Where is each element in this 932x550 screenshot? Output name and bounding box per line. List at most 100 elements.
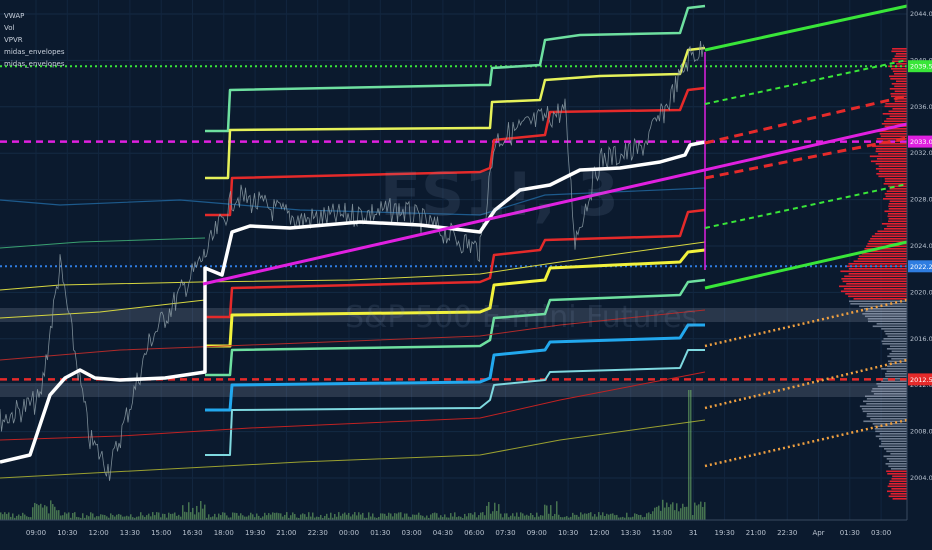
volume-bar — [362, 512, 364, 520]
volume-bar — [344, 512, 346, 520]
volume-profile-bar — [884, 448, 907, 450]
volume-bar — [628, 517, 630, 520]
volume-bar — [222, 512, 224, 520]
volume-bar — [144, 516, 146, 520]
volume-profile-bar — [886, 190, 907, 193]
volume-profile-bar — [888, 205, 907, 208]
volume-bar — [32, 507, 34, 520]
volume-bar — [136, 516, 138, 520]
volume-bar — [466, 516, 468, 520]
volume-profile-bar — [892, 108, 907, 110]
volume-bar — [82, 513, 84, 520]
volume-profile-bar — [870, 160, 907, 163]
volume-bar — [500, 513, 502, 520]
volume-bar — [148, 513, 150, 520]
volume-bar — [402, 517, 404, 520]
red-dash-upper — [704, 94, 908, 145]
volume-bar — [324, 515, 326, 520]
green-channel-lower — [704, 240, 908, 290]
volume-bar — [236, 513, 238, 520]
volume-profile-bar — [876, 138, 907, 140]
volume-bar — [610, 513, 612, 520]
volume-bar — [410, 517, 412, 520]
volume-profile-bar — [884, 128, 907, 130]
envelope-thin-blue — [0, 187, 706, 216]
volume-bar — [202, 508, 204, 520]
volume-profile-bar — [889, 88, 907, 90]
volume-profile-bar — [885, 375, 907, 378]
volume-bar — [684, 506, 686, 520]
volume-profile-bar — [887, 360, 907, 363]
volume-profile-bar — [884, 193, 907, 195]
legend-item-midas-2[interactable]: midas_envelopes — [4, 60, 65, 68]
volume-profile-bar — [892, 58, 907, 60]
volume-profile-bar — [888, 110, 907, 113]
volume-bar — [298, 517, 300, 520]
volume-bar — [182, 505, 184, 520]
volume-bar — [692, 515, 694, 520]
volume-bar — [432, 513, 434, 520]
volume-profile-bar — [840, 290, 907, 293]
volume-bar — [434, 512, 436, 520]
volume-profile-bar — [878, 175, 907, 178]
volume-profile-bar — [865, 395, 907, 398]
volume-bar — [96, 516, 98, 520]
volume-bar — [266, 515, 268, 520]
volume-bar — [128, 516, 130, 520]
volume-bar — [170, 513, 172, 520]
volume-bar — [288, 517, 290, 520]
legend-item-vpvr[interactable]: VPVR — [4, 36, 23, 44]
volume-profile-bar — [874, 425, 907, 428]
volume-profile-bar — [844, 275, 907, 278]
volume-bar — [232, 512, 234, 520]
volume-bar — [30, 517, 32, 520]
volume-profile-bar — [876, 173, 907, 175]
volume-bar — [74, 512, 76, 520]
volume-bar — [584, 513, 586, 520]
volume-bar — [98, 516, 100, 520]
volume-bar — [76, 516, 78, 520]
volume-profile-bar — [874, 428, 907, 430]
volume-bar — [578, 516, 580, 520]
x-tick-label: 31 — [689, 529, 698, 537]
volume-bar — [138, 516, 140, 520]
volume-profile-bar — [864, 315, 907, 318]
volume-bar — [50, 500, 52, 520]
volume-bar — [464, 513, 466, 520]
volume-bar — [8, 512, 10, 520]
volume-bar — [540, 515, 542, 520]
volume-bar — [104, 515, 106, 520]
volume-bar — [664, 507, 666, 520]
volume-profile-bar — [878, 153, 907, 155]
volume-bar — [488, 501, 490, 520]
y-tick-label: 2024.00 — [910, 242, 932, 250]
volume-bar — [310, 516, 312, 520]
legend-item-vol[interactable]: Vol — [4, 24, 15, 32]
volume-bar — [470, 513, 472, 520]
volume-profile-bar — [886, 118, 907, 120]
volume-bar — [40, 503, 42, 520]
volume-bar — [650, 514, 652, 520]
legend-item-vwap[interactable]: VWAP — [4, 12, 25, 20]
volume-profile-bar — [891, 488, 907, 490]
volume-bar — [188, 502, 190, 520]
legend-item-midas-1[interactable]: midas_envelopes — [4, 48, 65, 56]
volume-profile-bar — [896, 80, 907, 83]
volume-profile-bar — [878, 170, 907, 173]
x-tick-label: 03:00 — [871, 529, 891, 537]
volume-bar — [338, 512, 340, 520]
volume-bar — [20, 515, 22, 520]
volume-profile-bar — [888, 363, 907, 365]
volume-bar — [600, 515, 602, 520]
volume-bar — [264, 512, 266, 520]
volume-profile-bar — [891, 68, 907, 70]
volume-bar — [94, 517, 96, 520]
volume-bar — [36, 503, 38, 520]
volume-bar — [426, 515, 428, 520]
volume-bar — [548, 513, 550, 520]
volume-bar — [358, 512, 360, 520]
volume-profile-bar — [889, 460, 907, 463]
envelope-thin-red — [0, 309, 706, 361]
volume-bar — [306, 516, 308, 520]
